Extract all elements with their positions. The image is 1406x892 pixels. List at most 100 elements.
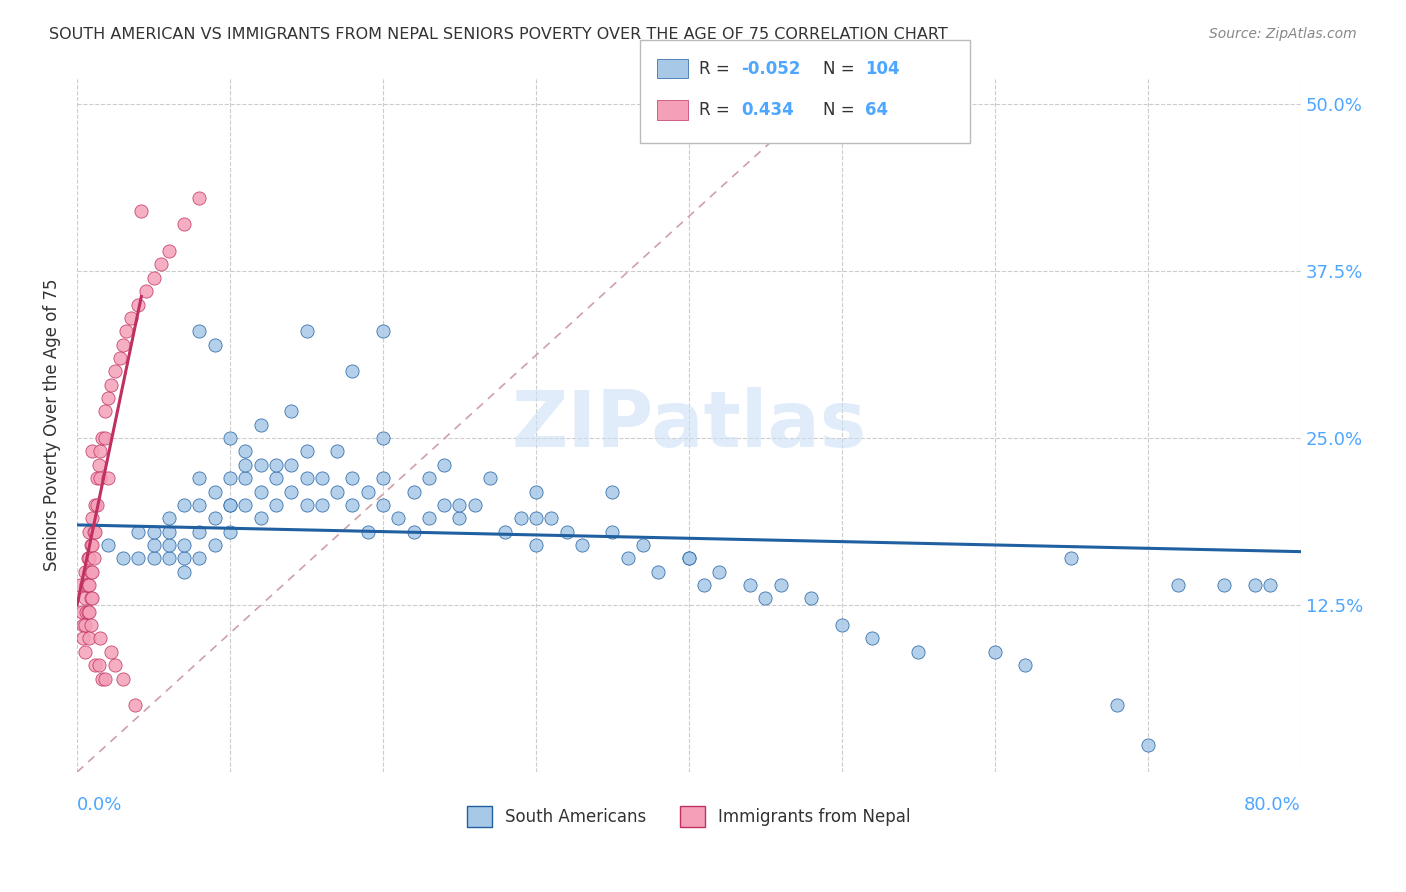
Point xyxy=(907,645,929,659)
Point xyxy=(97,391,120,405)
Point xyxy=(249,484,271,499)
Point xyxy=(115,324,138,338)
Point xyxy=(342,471,364,485)
Point xyxy=(70,605,93,619)
Text: N =: N = xyxy=(823,60,859,78)
Point xyxy=(264,458,287,472)
Point xyxy=(280,404,302,418)
Point xyxy=(418,471,440,485)
Point xyxy=(188,498,211,512)
Point xyxy=(631,538,654,552)
Point xyxy=(233,471,256,485)
Point xyxy=(219,524,242,539)
Point xyxy=(173,218,195,232)
Point xyxy=(83,524,105,539)
Text: 104: 104 xyxy=(865,60,900,78)
Point xyxy=(357,524,380,539)
Point xyxy=(479,471,502,485)
Point xyxy=(97,538,120,552)
Point xyxy=(602,524,624,539)
Point xyxy=(87,458,110,472)
Point xyxy=(1167,578,1189,592)
Point xyxy=(678,551,700,566)
Point xyxy=(72,632,94,646)
Point xyxy=(311,498,333,512)
Point xyxy=(219,498,242,512)
Point xyxy=(79,605,101,619)
Point xyxy=(555,524,578,539)
Point xyxy=(769,578,792,592)
Point xyxy=(219,471,242,485)
Point xyxy=(84,498,107,512)
Point xyxy=(142,551,165,566)
Point xyxy=(295,498,318,512)
Point xyxy=(89,471,111,485)
Point xyxy=(89,444,111,458)
Point xyxy=(82,538,104,552)
Point xyxy=(571,538,593,552)
Point xyxy=(142,538,165,552)
Point xyxy=(219,431,242,445)
Point xyxy=(233,498,256,512)
Point xyxy=(709,565,731,579)
Point xyxy=(79,578,101,592)
Point xyxy=(90,431,112,445)
Point xyxy=(86,498,108,512)
Point xyxy=(80,591,103,606)
Point xyxy=(433,498,456,512)
Point xyxy=(86,471,108,485)
Point xyxy=(157,524,180,539)
Point xyxy=(93,672,115,686)
Point xyxy=(326,484,349,499)
Point xyxy=(75,578,97,592)
Point xyxy=(157,511,180,525)
Point xyxy=(831,618,853,632)
Point xyxy=(800,591,823,606)
Point xyxy=(90,672,112,686)
Point xyxy=(80,565,103,579)
Point xyxy=(173,498,195,512)
Point xyxy=(371,431,394,445)
Point xyxy=(80,618,103,632)
Point xyxy=(97,471,120,485)
Point xyxy=(602,484,624,499)
Point xyxy=(84,524,107,539)
Point xyxy=(295,471,318,485)
Point xyxy=(402,524,425,539)
Point xyxy=(984,645,1007,659)
Point xyxy=(524,484,547,499)
Point xyxy=(87,658,110,673)
Point xyxy=(72,618,94,632)
Point xyxy=(157,538,180,552)
Point xyxy=(540,511,562,525)
Point xyxy=(1258,578,1281,592)
Text: ZIPatlas: ZIPatlas xyxy=(512,387,866,463)
Point xyxy=(157,551,180,566)
Point xyxy=(357,484,380,499)
Point xyxy=(82,565,104,579)
Point xyxy=(188,551,211,566)
Point xyxy=(82,591,104,606)
Point xyxy=(82,444,104,458)
Point xyxy=(79,551,101,566)
Point xyxy=(1014,658,1036,673)
Point xyxy=(93,431,115,445)
Point xyxy=(127,551,149,566)
Point xyxy=(524,511,547,525)
Point xyxy=(264,471,287,485)
Point xyxy=(111,672,134,686)
Point xyxy=(204,337,226,351)
Point xyxy=(76,551,98,566)
Point xyxy=(449,498,471,512)
Point xyxy=(464,498,486,512)
Point xyxy=(100,377,122,392)
Point xyxy=(326,444,349,458)
Point xyxy=(204,511,226,525)
Point xyxy=(524,538,547,552)
Point xyxy=(342,364,364,378)
Point xyxy=(371,324,394,338)
Point xyxy=(75,605,97,619)
Point xyxy=(433,458,456,472)
Point xyxy=(93,404,115,418)
Text: 80.0%: 80.0% xyxy=(1244,797,1301,814)
